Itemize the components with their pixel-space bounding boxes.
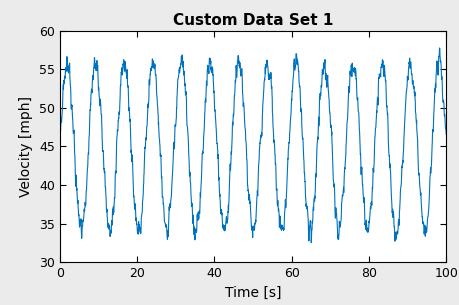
Title: Custom Data Set 1: Custom Data Set 1: [173, 13, 332, 28]
X-axis label: Time [s]: Time [s]: [224, 286, 280, 300]
Y-axis label: Velocity [mph]: Velocity [mph]: [19, 96, 34, 197]
